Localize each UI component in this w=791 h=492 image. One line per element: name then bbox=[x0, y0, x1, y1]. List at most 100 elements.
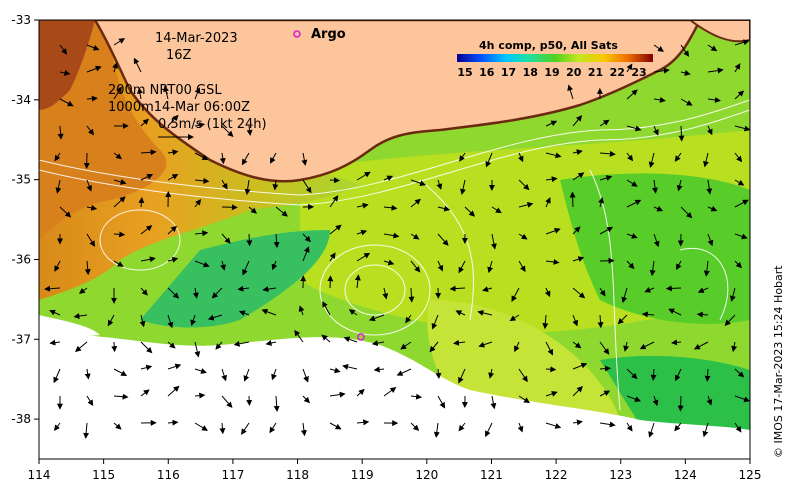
current-arrow bbox=[599, 287, 606, 297]
current-arrow bbox=[644, 287, 655, 293]
current-arrow bbox=[302, 395, 310, 404]
current-arrow bbox=[599, 365, 611, 372]
current-arrow bbox=[383, 259, 395, 266]
current-arrow bbox=[329, 177, 341, 184]
current-arrow bbox=[167, 385, 180, 397]
current-arrow bbox=[410, 422, 420, 431]
current-arrow bbox=[703, 152, 709, 168]
current-arrow bbox=[382, 287, 389, 300]
current-arrow bbox=[329, 367, 341, 374]
current-arrow bbox=[675, 368, 682, 382]
current-arrow bbox=[348, 309, 358, 316]
current-arrow bbox=[485, 422, 493, 438]
current-arrow bbox=[221, 125, 234, 137]
current-arrow bbox=[653, 67, 670, 74]
current-arrow bbox=[59, 206, 72, 218]
current-arrow bbox=[477, 309, 493, 316]
current-arrow bbox=[113, 422, 122, 430]
current-arrow bbox=[677, 395, 684, 412]
current-arrow bbox=[641, 311, 655, 318]
current-arrow bbox=[246, 233, 253, 247]
current-arrow bbox=[211, 287, 223, 299]
current-arrow bbox=[167, 287, 180, 299]
current-arrow bbox=[269, 422, 277, 434]
current-arrow bbox=[599, 341, 610, 355]
current-arrow bbox=[572, 362, 588, 370]
current-arrow bbox=[140, 287, 148, 296]
current-arrow bbox=[368, 314, 385, 322]
current-arrow bbox=[301, 152, 308, 166]
current-arrow bbox=[706, 179, 713, 195]
current-arrow bbox=[511, 287, 520, 302]
current-arrow bbox=[517, 422, 524, 433]
current-arrow bbox=[113, 179, 127, 185]
credit-text: © IMOS 17-Mar-2023 15:24 Hobart bbox=[772, 265, 785, 458]
current-arrow bbox=[237, 285, 250, 292]
current-arrow bbox=[84, 368, 91, 380]
current-arrow bbox=[86, 179, 93, 192]
current-arrow bbox=[569, 191, 576, 208]
current-arrow bbox=[435, 368, 442, 379]
current-arrow bbox=[356, 388, 365, 397]
current-arrow bbox=[653, 233, 660, 248]
current-arrow bbox=[734, 260, 742, 269]
current-arrow bbox=[626, 422, 633, 432]
current-arrow bbox=[653, 125, 659, 136]
current-arrow bbox=[626, 233, 638, 239]
current-arrow bbox=[53, 422, 61, 431]
current-arrow bbox=[639, 341, 655, 350]
current-arrow bbox=[545, 197, 551, 208]
current-arrow bbox=[113, 86, 122, 100]
arrow-scale-label: 0.5m/s (1kt 24h) bbox=[158, 117, 267, 132]
current-arrow bbox=[140, 174, 154, 181]
current-arrow bbox=[133, 57, 142, 73]
y-tick-label: -37 bbox=[11, 332, 31, 346]
current-arrow bbox=[329, 422, 342, 430]
colorbar-tick-label: 23 bbox=[631, 66, 646, 79]
current-arrow bbox=[704, 368, 711, 382]
current-arrow bbox=[140, 225, 153, 235]
current-arrow bbox=[140, 118, 149, 127]
current-arrow bbox=[59, 69, 71, 76]
argo-floats bbox=[357, 333, 365, 341]
current-arrow bbox=[137, 87, 143, 100]
current-arrow bbox=[86, 44, 100, 51]
current-arrow bbox=[599, 421, 616, 428]
current-arrow bbox=[86, 125, 94, 136]
current-arrow bbox=[59, 98, 74, 107]
current-arrow bbox=[652, 179, 658, 194]
current-arrow bbox=[706, 125, 713, 136]
colorbar-tick-label: 21 bbox=[588, 66, 603, 79]
current-arrow bbox=[302, 179, 312, 194]
current-arrow bbox=[167, 419, 179, 426]
colorbar-tick-label: 17 bbox=[501, 66, 516, 79]
current-arrow bbox=[140, 389, 150, 397]
current-arrow bbox=[680, 44, 690, 57]
contour-legend-1000m: 1000m14-Mar 06:00Z bbox=[108, 100, 250, 115]
current-arrow bbox=[244, 179, 251, 196]
current-arrow bbox=[429, 341, 439, 353]
current-arrow bbox=[697, 287, 709, 293]
current-arrow bbox=[488, 368, 495, 379]
current-arrow bbox=[194, 422, 208, 431]
current-arrow bbox=[343, 336, 358, 343]
current-arrow bbox=[545, 391, 558, 397]
current-arrow bbox=[626, 199, 642, 208]
current-arrow bbox=[437, 260, 444, 272]
current-arrow bbox=[221, 233, 231, 244]
current-arrow bbox=[221, 179, 228, 190]
x-tick-label: 119 bbox=[351, 468, 374, 482]
current-arrow bbox=[271, 260, 278, 271]
current-arrow bbox=[572, 172, 585, 181]
current-arrow bbox=[458, 368, 466, 384]
current-arrow bbox=[167, 149, 179, 156]
current-arrow bbox=[207, 314, 223, 321]
colorbar bbox=[457, 54, 653, 62]
current-arrow bbox=[545, 366, 557, 373]
colorbar-title: 4h comp, p50, All Sats bbox=[479, 39, 618, 52]
current-arrow bbox=[653, 96, 666, 103]
current-arrow bbox=[518, 260, 526, 273]
current-arrow bbox=[356, 419, 370, 426]
current-arrow bbox=[626, 179, 638, 187]
x-tick-label: 118 bbox=[286, 468, 309, 482]
